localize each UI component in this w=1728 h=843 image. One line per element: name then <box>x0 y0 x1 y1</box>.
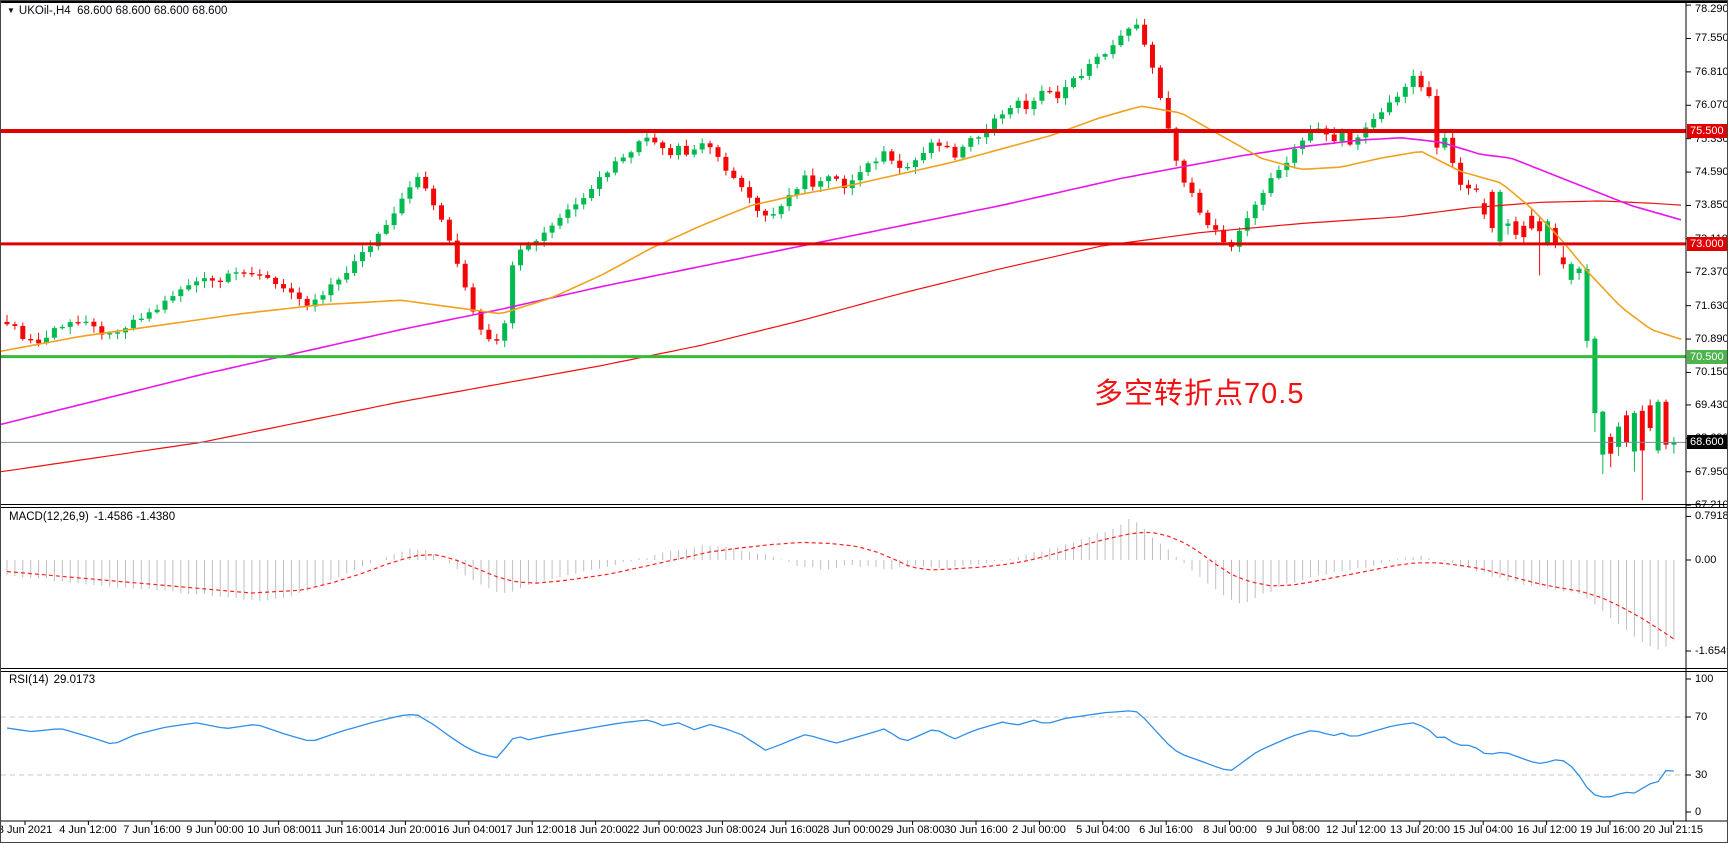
rsi-axis-tick: 30 <box>1695 769 1708 781</box>
chart-annotation-text: 多空转折点70.5 <box>1094 378 1305 410</box>
price-tick: 67.210 <box>1695 499 1728 511</box>
price-tick: 67.950 <box>1695 466 1728 478</box>
macd-name: MACD(12,26,9) <box>9 511 89 523</box>
price-tick: 78.290 <box>1695 3 1728 15</box>
date-label: 22 Jun 00:00 <box>627 824 691 836</box>
price-level-badge: 75.500 <box>1687 124 1727 138</box>
date-label: 8 Jul 00:00 <box>1203 824 1257 836</box>
price-tick: 70.890 <box>1695 333 1728 345</box>
price-tick: 72.370 <box>1695 266 1728 278</box>
macd-axis-tick: 0.7918 <box>1695 510 1728 522</box>
date-label: 19 Jul 16:00 <box>1580 824 1640 836</box>
date-label: 6 Jul 16:00 <box>1139 824 1193 836</box>
price-tick: 74.590 <box>1695 166 1728 178</box>
candles-layer <box>1 18 1682 501</box>
ma-fast-orange <box>1 105 1682 352</box>
macd-axis-tick: -1.6549 <box>1695 645 1727 657</box>
rsi-indicator-label: RSI(14) 29.0173 <box>9 674 100 686</box>
date-label: 24 Jun 16:00 <box>754 824 818 836</box>
date-label: 9 Jul 08:00 <box>1266 824 1320 836</box>
rsi-axis-tick: 0 <box>1695 806 1702 818</box>
macd-axis-tick: 0.00 <box>1695 554 1717 566</box>
ma-medium-magenta <box>1 136 1682 426</box>
date-label: 14 Jun 20:00 <box>373 824 437 836</box>
date-label: 2 Jul 00:00 <box>1012 824 1066 836</box>
date-label: 13 Jul 20:00 <box>1390 824 1450 836</box>
date-label: 7 Jun 16:00 <box>123 824 181 836</box>
chart-title: ▼ UKOil-,H4 68.600 68.600 68.600 68.600 <box>7 5 227 17</box>
date-label: 10 Jun 08:00 <box>247 824 311 836</box>
date-label: 16 Jun 04:00 <box>437 824 501 836</box>
rsi-name: RSI(14) <box>9 674 49 686</box>
macd-indicator-label: MACD(12,26,9) -1.4586 -1.4380 <box>9 511 180 523</box>
symbol-period-label: UKOil-,H4 <box>18 5 71 17</box>
date-label: 23 Jun 08:00 <box>690 824 754 836</box>
symbol-dropdown-icon[interactable]: ▼ <box>7 6 15 15</box>
top-border <box>1 1 1727 3</box>
price-tick: 71.630 <box>1695 300 1728 312</box>
date-label: 3 Jun 2021 <box>0 824 53 836</box>
date-label: 5 Jul 04:00 <box>1076 824 1130 836</box>
macd-histogram <box>6 519 1675 650</box>
price-tick: 73.850 <box>1695 199 1728 211</box>
rsi-line <box>6 710 1674 798</box>
date-label: 11 Jun 16:00 <box>310 824 374 836</box>
price-tick: 70.150 <box>1695 366 1728 378</box>
ma-slow-red <box>1 200 1682 473</box>
date-label: 4 Jun 12:00 <box>59 824 117 836</box>
price-tick: 77.550 <box>1695 32 1728 44</box>
date-label: 16 Jul 12:00 <box>1517 824 1577 836</box>
price-tick: 69.430 <box>1695 399 1728 411</box>
date-label: 28 Jun 00:00 <box>817 824 881 836</box>
price-level-badge: 70.500 <box>1687 350 1727 364</box>
price-level-badge: 73.000 <box>1687 237 1727 251</box>
macd-signal-line <box>6 531 1675 640</box>
date-label: 20 Jul 21:15 <box>1643 824 1703 836</box>
date-label: 9 Jun 00:00 <box>186 824 244 836</box>
date-label: 12 Jul 12:00 <box>1326 824 1386 836</box>
quote-ohlc-label: 68.600 68.600 68.600 68.600 <box>77 5 228 17</box>
date-label: 18 Jun 20:00 <box>564 824 628 836</box>
date-label: 30 Jun 16:00 <box>944 824 1008 836</box>
date-label: 29 Jun 08:00 <box>881 824 945 836</box>
date-label: 15 Jul 04:00 <box>1453 824 1513 836</box>
rsi-value: 29.0173 <box>53 674 96 686</box>
price-tick: 76.810 <box>1695 66 1728 78</box>
macd-values: -1.4586 -1.4380 <box>93 511 176 523</box>
rsi-axis-tick: 100 <box>1695 673 1714 685</box>
rsi-axis-tick: 70 <box>1695 711 1708 723</box>
date-label: 17 Jun 12:00 <box>500 824 564 836</box>
price-level-badge: 68.600 <box>1687 435 1727 449</box>
price-tick: 76.070 <box>1695 99 1728 111</box>
